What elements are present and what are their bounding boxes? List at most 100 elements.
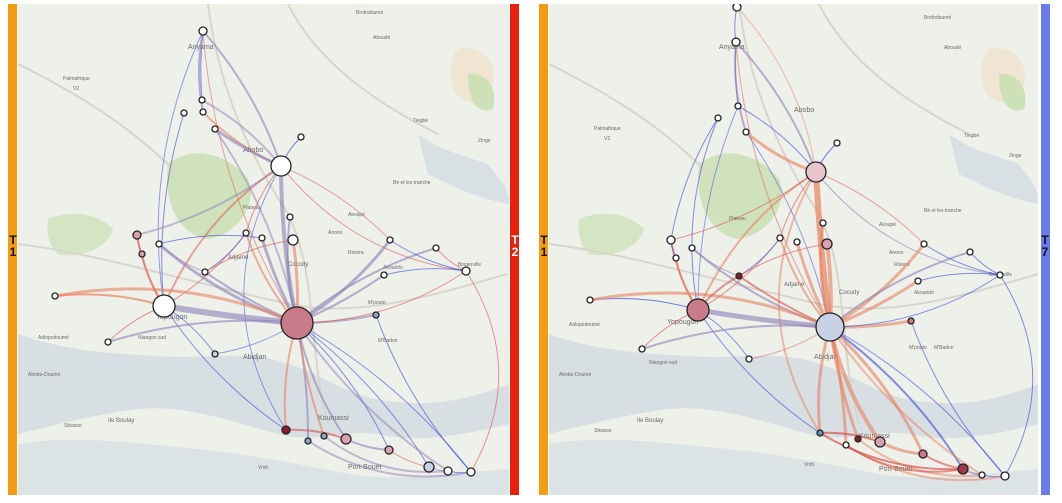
- left-flow-edge-5: [201, 99, 282, 167]
- left-station-node-3: [180, 109, 188, 117]
- map-label-akoupe: Akoupé: [879, 222, 896, 228]
- ebrie-water: [418, 134, 509, 204]
- left-flow-edge-48: [465, 270, 500, 473]
- left-flow-edge-64: [158, 234, 263, 245]
- left-station-node-20: [372, 311, 380, 319]
- left-station-node-9: [258, 234, 266, 242]
- map-label-vridi: Vridi: [258, 465, 268, 471]
- right-station-node-5: [833, 139, 841, 147]
- right-station-node-15: [686, 298, 710, 322]
- right-station-node-25: [816, 429, 824, 437]
- left-flow-edge-2: [197, 30, 204, 113]
- left-station-node-23: [380, 271, 388, 279]
- right-station-node-10: [821, 238, 833, 250]
- map-label-be_tranche: Bè et les tranche: [924, 208, 962, 214]
- left-flow-edge-17: [243, 165, 287, 431]
- left-panel-start-bar-label-b: 1: [9, 245, 17, 259]
- left-station-node-15: [152, 294, 176, 318]
- map-label-aboude: Aboudé: [373, 35, 390, 41]
- ebrie-water: [949, 134, 1038, 204]
- map-label-anono: Anono: [889, 250, 904, 256]
- right-station-node-22: [966, 248, 974, 256]
- right-station-node-18: [745, 355, 753, 363]
- right-flow-edge-58: [910, 320, 1006, 477]
- left-flow-edge-14: [136, 165, 282, 236]
- left-flow-edge-7: [161, 112, 185, 307]
- left-flow-edge-61: [158, 243, 206, 273]
- map-label-niangon_sud: Niangon sud: [138, 335, 166, 341]
- right-flow-edge-63: [738, 243, 828, 277]
- ocean-water: [18, 439, 509, 495]
- map-label-palmafrique: Palmafrique: [63, 76, 90, 82]
- road-2: [818, 4, 970, 135]
- left-flow-edge-45: [296, 322, 430, 468]
- right-flow-edge-39: [829, 274, 1001, 328]
- left-panel-end-bar-label-b: 2: [511, 245, 519, 259]
- right-flow-edge-2: [734, 41, 747, 133]
- north-park: [468, 73, 495, 111]
- map-label-anono: Anono: [328, 230, 343, 236]
- left-network-map[interactable]: Anyama Palmafrique V2 Abobo Tiegbé Zinge Bè et…: [18, 4, 509, 495]
- left-flow-edge-0: [202, 30, 282, 167]
- left-flow-edge-63: [204, 239, 294, 273]
- left-flow-edge-15: [280, 165, 467, 272]
- west-park: [578, 213, 644, 256]
- map-label-zinge: Zinge: [1009, 153, 1022, 159]
- left-station-node-14: [201, 268, 209, 276]
- map-label-tiegbe: Tiegbé: [413, 118, 428, 124]
- left-station-node-19: [280, 306, 314, 340]
- map-label-abobo: Abobo: [243, 147, 263, 154]
- left-nodes: [51, 26, 476, 477]
- right-panel-end-bar-label: T 7: [1038, 234, 1052, 258]
- left-station-node-12: [155, 240, 163, 248]
- right-flow-edge-30: [697, 309, 821, 434]
- right-panel-start-bar-label-b: 1: [540, 245, 548, 259]
- right-panel-end-bar-label-a: T: [1041, 233, 1049, 247]
- right-flow-edge-45: [829, 326, 964, 470]
- left-station-node-4: [211, 125, 219, 133]
- left-panel-end-bar-label-a: T: [511, 233, 519, 247]
- map-label-v2: V2: [73, 86, 79, 92]
- right-station-node-28: [874, 436, 886, 448]
- right-station-node-32: [1000, 471, 1010, 481]
- left-flow-edge-3: [157, 30, 204, 307]
- map-label-ile_boulay: Ile Boulay: [637, 418, 663, 424]
- left-station-node-30: [423, 461, 435, 473]
- north-park: [999, 73, 1026, 111]
- right-station-node-6: [805, 161, 827, 183]
- left-station-node-25: [281, 425, 291, 435]
- left-flow-edge-16: [280, 165, 391, 241]
- road-1: [207, 4, 329, 425]
- right-station-node-3: [714, 114, 722, 122]
- right-flow-edge-67: [819, 432, 964, 471]
- right-flow-edge-66: [736, 6, 817, 173]
- right-flow-edge-3: [691, 117, 719, 311]
- right-flow-edge-44: [828, 325, 925, 455]
- right-station-node-20: [907, 317, 915, 325]
- right-station-node-11: [666, 235, 676, 245]
- right-map-svg: Anyama Palmafrique V2 Abobo Tiegbé Zinge Bè et…: [549, 4, 1038, 495]
- map-label-mpouto: M'pouto: [909, 345, 927, 351]
- right-station-node-17: [638, 345, 646, 353]
- right-station-node-29: [918, 449, 928, 459]
- map-label-anyama: Anyama: [719, 44, 745, 51]
- map-label-abidjan: Abidjan: [814, 354, 837, 361]
- map-label-yopougon: Yopougon: [667, 319, 698, 326]
- left-flow-edge-44: [296, 322, 390, 451]
- right-station-node-2: [734, 102, 742, 110]
- right-station-node-9: [793, 238, 801, 246]
- left-panel-end-bar-label: T 2: [508, 234, 522, 258]
- left-station-node-2: [199, 108, 207, 116]
- right-panel-start-bar-label-a: T: [540, 233, 548, 247]
- right-network-map[interactable]: Anyama Palmafrique V2 Abobo Tiegbé Zinge Bè et…: [549, 4, 1038, 495]
- right-station-node-12: [688, 244, 696, 252]
- map-label-adjame: Adjamé: [784, 282, 805, 288]
- right-flow-edge-4: [735, 41, 831, 328]
- right-flow-edge-15: [815, 171, 1001, 276]
- map-label-vridi: Vridi: [804, 462, 814, 468]
- right-flow-edge-37: [829, 251, 971, 328]
- left-station-node-26: [304, 437, 312, 445]
- map-label-adiopodoume: Adiopodoumé: [38, 335, 69, 341]
- right-station-node-24: [996, 271, 1004, 279]
